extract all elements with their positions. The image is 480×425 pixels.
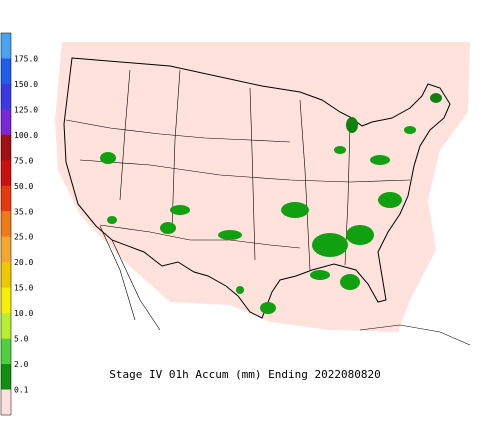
- colorbar: 175.0 150.0 125.0 100.0 75.0 50.0 35.0 25.0 20.0…: [0, 32, 38, 416]
- colorbar-segment: [1, 338, 11, 365]
- colorbar-segment: [1, 134, 11, 161]
- colorbar-segment: [1, 33, 11, 59]
- coast-line: [111, 239, 161, 331]
- colorbar-segment: [1, 389, 11, 416]
- state-line: [99, 224, 301, 249]
- colorbar-label: 75.0: [14, 156, 33, 165]
- precip-patch: [340, 274, 360, 290]
- colorbar-label: 35.0: [14, 207, 33, 216]
- precip-patch: [334, 146, 346, 154]
- coast-line: [359, 324, 471, 346]
- precip-patch: [404, 126, 416, 134]
- coast-line: [99, 225, 136, 321]
- state-line: [249, 87, 256, 261]
- state-line: [79, 159, 411, 183]
- precip-patch: [370, 155, 390, 165]
- state-line: [299, 99, 311, 271]
- precip-patch: [100, 152, 116, 164]
- colorbar-label: 125.0: [14, 105, 38, 114]
- precip-patch: [346, 225, 374, 245]
- precip-patch: [260, 302, 276, 314]
- colorbar-segment: [1, 364, 11, 391]
- colorbar-label: 15.0: [14, 284, 33, 293]
- colorbar-label: 150.0: [14, 80, 38, 89]
- coverage-area: [55, 42, 470, 332]
- precip-patch: [170, 205, 190, 215]
- colorbar-segment: [1, 83, 11, 110]
- us-outline: [63, 57, 451, 319]
- colorbar-label: 50.0: [14, 182, 33, 191]
- map-title: Stage IV 01h Accum (mm) Ending 202208082…: [109, 368, 381, 381]
- colorbar-segment: [1, 58, 11, 85]
- precip-patch: [430, 93, 442, 103]
- colorbar-segment: [1, 262, 11, 289]
- precip-patch: [107, 216, 117, 224]
- precip-patch: [310, 270, 330, 280]
- colorbar-label: 2.0: [14, 360, 29, 369]
- precip-patch: [281, 202, 309, 218]
- colorbar-segment: [1, 313, 11, 340]
- colorbar-segment: [1, 160, 11, 187]
- colorbar-label: 5.0: [14, 335, 29, 344]
- state-line: [65, 119, 291, 143]
- colorbar-segment: [1, 287, 11, 314]
- colorbar-frame: [0, 32, 12, 416]
- colorbar-segment: [1, 211, 11, 238]
- colorbar-segment: [1, 236, 11, 263]
- precip-patch: [346, 117, 358, 133]
- precip-patch: [218, 230, 242, 240]
- precip-patch: [312, 233, 348, 257]
- colorbar-label: 175.0: [14, 54, 38, 63]
- state-line: [119, 69, 131, 201]
- precip-patch: [236, 286, 244, 294]
- colorbar-label: 20.0: [14, 258, 33, 267]
- colorbar-segment: [1, 185, 11, 212]
- precip-patch: [378, 192, 402, 208]
- state-line: [171, 69, 181, 231]
- colorbar-label: 10.0: [14, 309, 33, 318]
- colorbar-label: 25.0: [14, 233, 33, 242]
- colorbar-segment: [1, 109, 11, 136]
- precip-patch: [160, 222, 176, 234]
- colorbar-label: 0.1: [14, 386, 29, 395]
- colorbar-label: 100.0: [14, 131, 38, 140]
- precip-patches: [100, 93, 442, 314]
- border-lines: [99, 225, 471, 346]
